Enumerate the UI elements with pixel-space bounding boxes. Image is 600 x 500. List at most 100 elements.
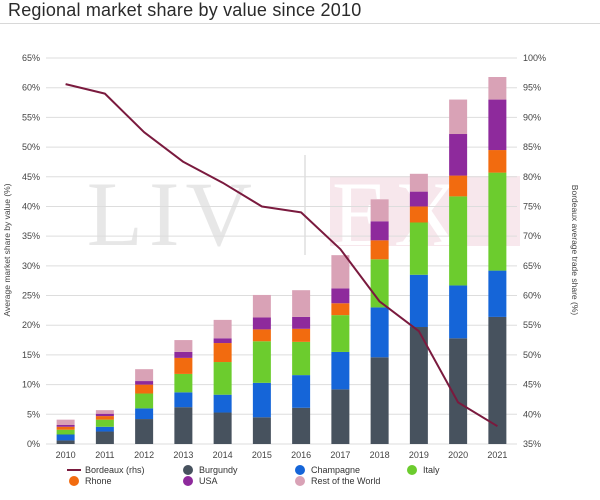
bar-segment-rhone bbox=[488, 150, 507, 173]
bar-segment-rhone bbox=[56, 426, 75, 430]
bar-segment-rhone bbox=[331, 303, 350, 316]
bar-segment-rest_of_world bbox=[95, 410, 114, 414]
bar-segment-burgundy bbox=[292, 407, 311, 444]
bar-segment-usa bbox=[488, 99, 507, 151]
y2-tick-label: 80% bbox=[523, 172, 541, 182]
bar-segment-rest_of_world bbox=[331, 255, 350, 289]
x-tick-label: 2021 bbox=[487, 450, 507, 460]
y-tick-label: 15% bbox=[22, 350, 40, 360]
x-tick-label: 2011 bbox=[95, 450, 114, 460]
bar-segment-rhone bbox=[95, 416, 114, 420]
bar-stack-2015 bbox=[252, 294, 271, 444]
bar-segment-burgundy bbox=[449, 338, 468, 444]
bar-segment-usa bbox=[331, 288, 350, 304]
bar-segment-rest_of_world bbox=[252, 294, 271, 318]
y-tick-label: 5% bbox=[27, 409, 40, 419]
bar-segment-champagne bbox=[409, 274, 428, 328]
watermark-divider bbox=[304, 155, 306, 255]
y-tick-label: 35% bbox=[22, 231, 40, 241]
bar-segment-rhone bbox=[292, 328, 311, 342]
bar-segment-usa bbox=[56, 424, 75, 427]
bar-segment-rest_of_world bbox=[370, 199, 389, 222]
left-axis-ticks: 0% 5% 10% 15% 20% 25% 30% 35% 40% 45% 50% 55% 60% 65% bbox=[22, 53, 40, 449]
y-tick-label: 10% bbox=[22, 380, 40, 390]
x-tick-label: 2019 bbox=[409, 450, 429, 460]
bar-stack-2021 bbox=[488, 77, 507, 444]
x-axis-ticks: 2010 2011 2012 2013 2014 2015 2016 2017 2018 2019… bbox=[56, 450, 508, 460]
y-tick-label: 50% bbox=[22, 142, 40, 152]
legend-swatch-dot bbox=[295, 476, 305, 486]
y-tick-label: 60% bbox=[22, 83, 40, 93]
bordeaux-line-layer bbox=[65, 83, 498, 428]
x-tick-label: 2017 bbox=[330, 450, 350, 460]
legend-item-rest_of_world: Rest of the World bbox=[295, 476, 380, 486]
x-tick-label: 2020 bbox=[448, 450, 468, 460]
legend-swatch-dot bbox=[407, 465, 417, 475]
bar-segment-burgundy bbox=[488, 316, 507, 444]
legend-label: Burgundy bbox=[199, 465, 238, 475]
livex-watermark: LIV EX bbox=[87, 155, 520, 265]
bar-segment-rest_of_world bbox=[213, 319, 232, 339]
bar-segment-usa bbox=[409, 191, 428, 207]
y-axis-label: Average market share by value (%) bbox=[2, 183, 12, 316]
bar-segment-rhone bbox=[449, 175, 468, 197]
bar-segment-rest_of_world bbox=[174, 340, 193, 352]
y2-tick-label: 50% bbox=[523, 350, 541, 360]
bar-segment-rest_of_world bbox=[135, 369, 154, 382]
y2-tick-label: 70% bbox=[523, 231, 541, 241]
bar-segment-rhone bbox=[370, 240, 389, 260]
bar-segment-italy bbox=[252, 341, 271, 383]
legend-swatch-dot bbox=[69, 476, 79, 486]
bar-segment-burgundy bbox=[56, 440, 75, 444]
bar-segment-usa bbox=[213, 338, 232, 344]
legend-item-rhone: Rhone bbox=[69, 476, 112, 486]
x-tick-label: 2015 bbox=[252, 450, 272, 460]
bar-segment-italy bbox=[95, 419, 114, 427]
legend-label: Italy bbox=[423, 465, 440, 475]
x-tick-label: 2014 bbox=[213, 450, 233, 460]
bar-segment-usa bbox=[135, 381, 154, 385]
legend-item-burgundy: Burgundy bbox=[183, 465, 238, 475]
bar-segment-champagne bbox=[331, 351, 350, 390]
bar-segment-italy bbox=[409, 222, 428, 275]
y-tick-label: 0% bbox=[27, 439, 40, 449]
bar-segment-rest_of_world bbox=[409, 173, 428, 192]
y-tick-label: 65% bbox=[22, 53, 40, 63]
bar-segment-burgundy bbox=[252, 417, 271, 444]
bar-segment-burgundy bbox=[135, 419, 154, 444]
bar-segment-burgundy bbox=[370, 357, 389, 444]
y2-tick-label: 65% bbox=[523, 261, 541, 271]
y2-tick-label: 95% bbox=[523, 83, 541, 93]
right-axis-ticks: 35% 40% 45% 50% 55% 60% 65% 70% 75% 80% 85% 90% 95% 1… bbox=[523, 53, 546, 449]
bar-segment-champagne bbox=[174, 392, 193, 408]
bar-segment-italy bbox=[331, 315, 350, 352]
y2-tick-label: 75% bbox=[523, 201, 541, 211]
legend-swatch-dot bbox=[183, 476, 193, 486]
bar-segment-rest_of_world bbox=[56, 419, 75, 425]
bar-segment-champagne bbox=[213, 394, 232, 413]
y2-axis-label: Bordeaux average trade share (%) bbox=[570, 185, 580, 316]
bar-segment-rest_of_world bbox=[292, 290, 311, 317]
y2-tick-label: 85% bbox=[523, 142, 541, 152]
chart-legend: Bordeaux (rhs) Burgundy Champagne Italy Rhon… bbox=[67, 465, 440, 486]
bar-segment-burgundy bbox=[95, 431, 114, 444]
bar-segment-usa bbox=[174, 351, 193, 358]
bar-segment-usa bbox=[292, 316, 311, 329]
legend-label: Champagne bbox=[311, 465, 360, 475]
y-tick-label: 45% bbox=[22, 172, 40, 182]
bar-segment-burgundy bbox=[331, 389, 350, 444]
bar-segment-champagne bbox=[370, 307, 389, 358]
bar-segment-rhone bbox=[174, 357, 193, 374]
chart-title: Regional market share by value since 201… bbox=[8, 0, 362, 20]
bar-segment-italy bbox=[135, 393, 154, 409]
bar-segment-italy bbox=[174, 373, 193, 393]
bar-segment-champagne bbox=[56, 434, 75, 441]
legend-item-italy: Italy bbox=[407, 465, 440, 475]
y-tick-label: 30% bbox=[22, 261, 40, 271]
bar-segment-usa bbox=[95, 413, 114, 417]
x-tick-label: 2018 bbox=[370, 450, 390, 460]
bar-segment-italy bbox=[449, 196, 468, 286]
bar-segment-italy bbox=[488, 172, 507, 271]
bar-segment-rhone bbox=[213, 343, 232, 363]
bar-segment-champagne bbox=[135, 408, 154, 420]
